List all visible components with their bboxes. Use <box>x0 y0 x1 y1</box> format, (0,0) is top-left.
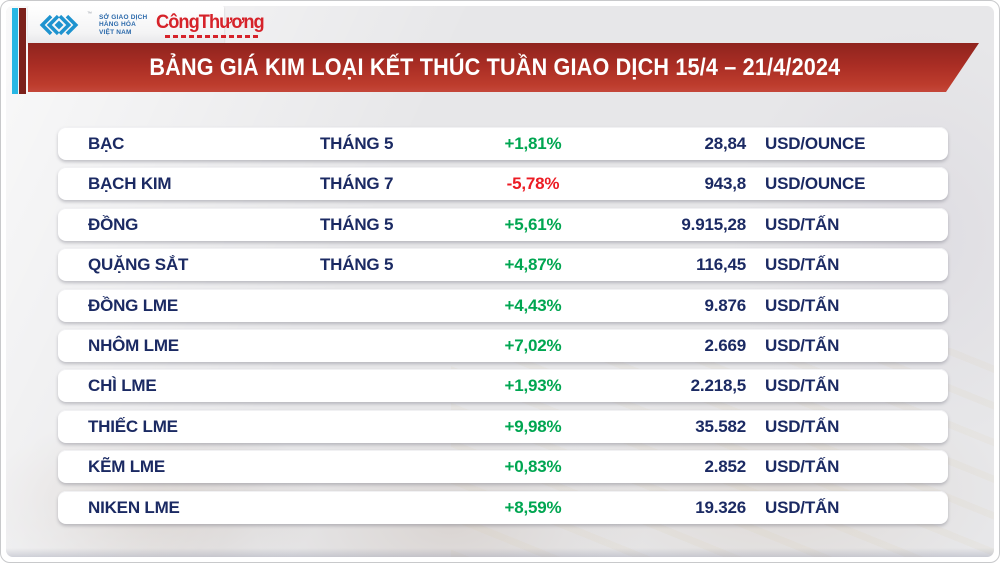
price-unit: USD/TẤN <box>765 335 840 355</box>
contract-month: THÁNG 5 <box>320 214 394 234</box>
commodity-name: BẠCH KIM <box>88 174 172 194</box>
price-table: BẠC THÁNG 5 +1,81% 28,84 USD/OUNCE BẠCH … <box>58 127 948 524</box>
closing-price: 9.876 <box>704 295 746 315</box>
commodity-name: ĐỒNG <box>88 214 139 234</box>
table-row: BẠC THÁNG 5 +1,81% 28,84 USD/OUNCE <box>58 127 948 160</box>
newspaper-tagline <box>164 35 261 38</box>
infographic-content: ™ SỞ GIAO DỊCH HÀNG HÓA VIỆT NAM CôngThư… <box>6 6 994 557</box>
commodity-name: KẼM LME <box>88 457 165 477</box>
accent-bar-cyan <box>12 8 18 94</box>
commodity-name: ĐỒNG LME <box>88 295 179 315</box>
weekly-change: +8,59% <box>504 497 562 517</box>
page-title: BẢNG GIÁ KIM LOẠI KẾT THÚC TUẦN GIAO DỊC… <box>149 53 840 81</box>
table-row: NIKEN LME +8,59% 19.326 USD/TẤN <box>58 490 948 524</box>
commodity-name: THIẾC LME <box>88 416 178 436</box>
closing-price: 35.582 <box>695 416 746 436</box>
table-row: NHÔM LME +7,02% 2.669 USD/TẤN <box>58 328 948 362</box>
price-unit: USD/TẤN <box>765 416 840 436</box>
weekly-change: +1,93% <box>504 376 562 396</box>
newspaper-wordmark-wrap: CôngThương <box>156 12 268 38</box>
price-unit: USD/TẤN <box>765 214 840 234</box>
exchange-name-line1: SỞ GIAO DỊCH <box>99 13 148 21</box>
closing-price: 9.915,28 <box>681 214 746 234</box>
bottom-shade-band <box>6 548 994 557</box>
closing-price: 2.218,5 <box>690 376 747 396</box>
price-unit: USD/OUNCE <box>765 134 866 153</box>
price-unit: USD/TẤN <box>765 376 840 396</box>
weekly-change: +7,02% <box>504 335 562 355</box>
trademark-symbol: ™ <box>87 11 92 17</box>
weekly-change: +4,43% <box>504 295 562 315</box>
weekly-change: +4,87% <box>504 255 562 275</box>
header-logo-plate: ™ SỞ GIAO DỊCH HÀNG HÓA VIỆT NAM CôngThư… <box>28 6 265 44</box>
table-row: QUẶNG SẮT THÁNG 5 +4,87% 116,45 USD/TẤN <box>58 248 948 282</box>
commodity-name: NIKEN LME <box>88 497 180 517</box>
exchange-name-line2: HÀNG HÓA <box>99 21 136 29</box>
closing-price: 116,45 <box>696 255 746 275</box>
price-unit: USD/OUNCE <box>765 174 866 194</box>
accent-bar-maroon <box>19 8 26 94</box>
weekly-change: +5,61% <box>504 214 562 234</box>
closing-price: 28,84 <box>704 134 746 153</box>
weekly-change: +9,98% <box>504 416 562 436</box>
weekly-change: -5,78% <box>506 174 560 194</box>
table-row: ĐỒNG THÁNG 5 +5,61% 9.915,28 USD/TẤN <box>58 207 948 241</box>
closing-price: 2.669 <box>704 335 746 355</box>
table-row: KẼM LME +0,83% 2.852 USD/TẤN <box>58 450 948 484</box>
price-unit: USD/TẤN <box>765 255 840 275</box>
contract-month: THÁNG 7 <box>320 174 394 194</box>
newspaper-wordmark: CôngThương <box>156 12 265 33</box>
weekly-change: +1,81% <box>504 134 562 153</box>
commodity-name: QUẶNG SẮT <box>88 255 189 275</box>
commodity-name: BẠC <box>88 134 125 153</box>
price-unit: USD/TẤN <box>765 497 840 517</box>
table-row: ĐỒNG LME +4,43% 9.876 USD/TẤN <box>58 288 948 322</box>
closing-price: 2.852 <box>704 457 746 477</box>
price-unit: USD/TẤN <box>765 457 840 477</box>
commodity-name: NHÔM LME <box>88 335 179 355</box>
table-row: CHÌ LME +1,93% 2.218,5 USD/TẤN <box>58 369 948 403</box>
contract-month: THÁNG 5 <box>320 134 394 153</box>
commodity-name: CHÌ LME <box>88 376 157 396</box>
closing-price: 19.326 <box>695 497 746 517</box>
contract-month: THÁNG 5 <box>320 255 394 275</box>
exchange-name: SỞ GIAO DỊCH HÀNG HÓA VIỆT NAM <box>99 14 147 37</box>
weekly-change: +0,83% <box>504 457 562 477</box>
mxv-exchange-logo-icon <box>36 13 82 37</box>
exchange-name-line3: VIỆT NAM <box>99 28 132 36</box>
title-banner: BẢNG GIÁ KIM LOẠI KẾT THÚC TUẦN GIAO DỊC… <box>28 43 979 92</box>
table-row: BẠCH KIM THÁNG 7 -5,78% 943,8 USD/OUNCE <box>58 167 948 201</box>
table-row: THIẾC LME +9,98% 35.582 USD/TẤN <box>58 409 948 443</box>
price-unit: USD/TẤN <box>765 295 840 315</box>
closing-price: 943,8 <box>704 174 746 194</box>
